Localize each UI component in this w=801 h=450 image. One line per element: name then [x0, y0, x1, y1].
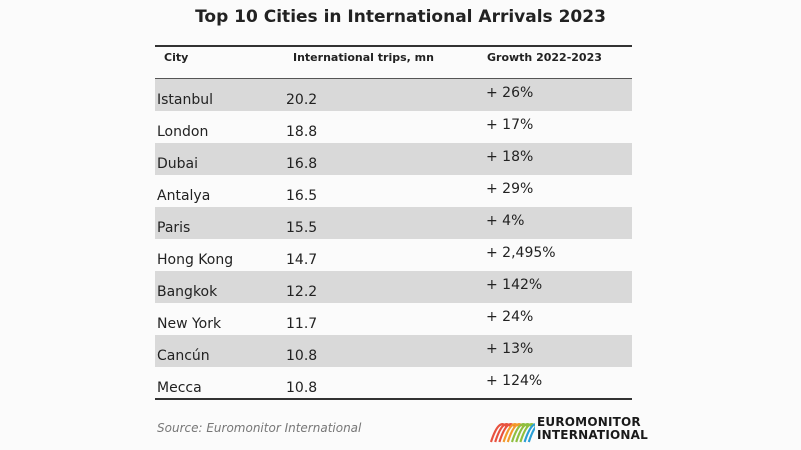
logo-stripe: [515, 423, 534, 443]
trips-cell: 12.2: [286, 284, 318, 300]
table-row: Bangkok 12.2 + 142%: [155, 271, 632, 303]
logo-stripe: [506, 423, 525, 443]
logo-stripe: [494, 423, 513, 443]
logo-stripe: [510, 423, 529, 443]
logo-line-1: EUROMONITOR: [537, 415, 641, 429]
trips-cell: 18.8: [286, 124, 318, 140]
trips-cell: 15.5: [286, 220, 318, 236]
column-header-city: City: [164, 51, 189, 64]
logo-stripe: [489, 423, 508, 443]
city-cell: Antalya: [157, 188, 211, 204]
table-header-rule: [155, 78, 632, 79]
euromonitor-logo-mark-icon: [489, 423, 535, 443]
euromonitor-logo: EUROMONITOR INTERNATIONAL: [489, 415, 659, 445]
table-row: Dubai 16.8 + 18%: [155, 143, 632, 175]
trips-cell: 20.2: [286, 92, 318, 108]
growth-cell: + 13%: [486, 341, 534, 357]
city-cell: New York: [157, 316, 222, 332]
growth-cell: + 142%: [486, 277, 543, 293]
trips-cell: 10.8: [286, 380, 318, 396]
table-row: Paris 15.5 + 4%: [155, 207, 632, 239]
table-row: Hong Kong 14.7 + 2,495%: [155, 239, 632, 271]
column-header-trips: International trips, mn: [293, 51, 434, 64]
city-cell: Cancún: [157, 348, 210, 364]
trips-cell: 16.5: [286, 188, 318, 204]
city-cell: Istanbul: [157, 92, 214, 108]
trips-cell: 16.8: [286, 156, 318, 172]
growth-cell: + 124%: [486, 373, 543, 389]
source-note: Source: Euromonitor International: [157, 421, 362, 435]
table-row: Mecca 10.8 + 124%: [155, 367, 632, 399]
trips-cell: 11.7: [286, 316, 318, 332]
table-row: Istanbul 20.2 + 26%: [155, 79, 632, 111]
logo-stripe: [498, 423, 517, 443]
table-row: London 18.8 + 17%: [155, 111, 632, 143]
city-cell: Mecca: [157, 380, 202, 396]
growth-cell: + 2,495%: [486, 245, 556, 261]
table-top-rule: [155, 45, 632, 47]
city-cell: Dubai: [157, 156, 199, 172]
logo-wordmark: EUROMONITOR INTERNATIONAL: [537, 416, 648, 442]
column-header-growth: Growth 2022-2023: [487, 51, 602, 64]
city-cell: London: [157, 124, 209, 140]
logo-stripe: [519, 423, 535, 443]
growth-cell: + 18%: [486, 149, 534, 165]
logo-stripe: [523, 423, 535, 443]
table-body: Istanbul 20.2 + 26% London 18.8 + 17% Du…: [155, 79, 632, 399]
growth-cell: + 4%: [486, 213, 525, 229]
table-row: New York 11.7 + 24%: [155, 303, 632, 335]
table-row: Antalya 16.5 + 29%: [155, 175, 632, 207]
chart-title: Top 10 Cities in International Arrivals …: [195, 7, 606, 27]
city-cell: Bangkok: [157, 284, 218, 300]
table-row: Cancún 10.8 + 13%: [155, 335, 632, 367]
growth-cell: + 26%: [486, 85, 534, 101]
growth-cell: + 24%: [486, 309, 534, 325]
table-bottom-rule: [155, 398, 632, 400]
growth-cell: + 29%: [486, 181, 534, 197]
logo-stripe: [527, 426, 535, 443]
city-cell: Hong Kong: [157, 252, 234, 268]
trips-cell: 10.8: [286, 348, 318, 364]
logo-stripe: [502, 423, 521, 443]
city-cell: Paris: [157, 220, 191, 236]
logo-line-2: INTERNATIONAL: [537, 428, 648, 442]
trips-cell: 14.7: [286, 252, 318, 268]
growth-cell: + 17%: [486, 117, 534, 133]
